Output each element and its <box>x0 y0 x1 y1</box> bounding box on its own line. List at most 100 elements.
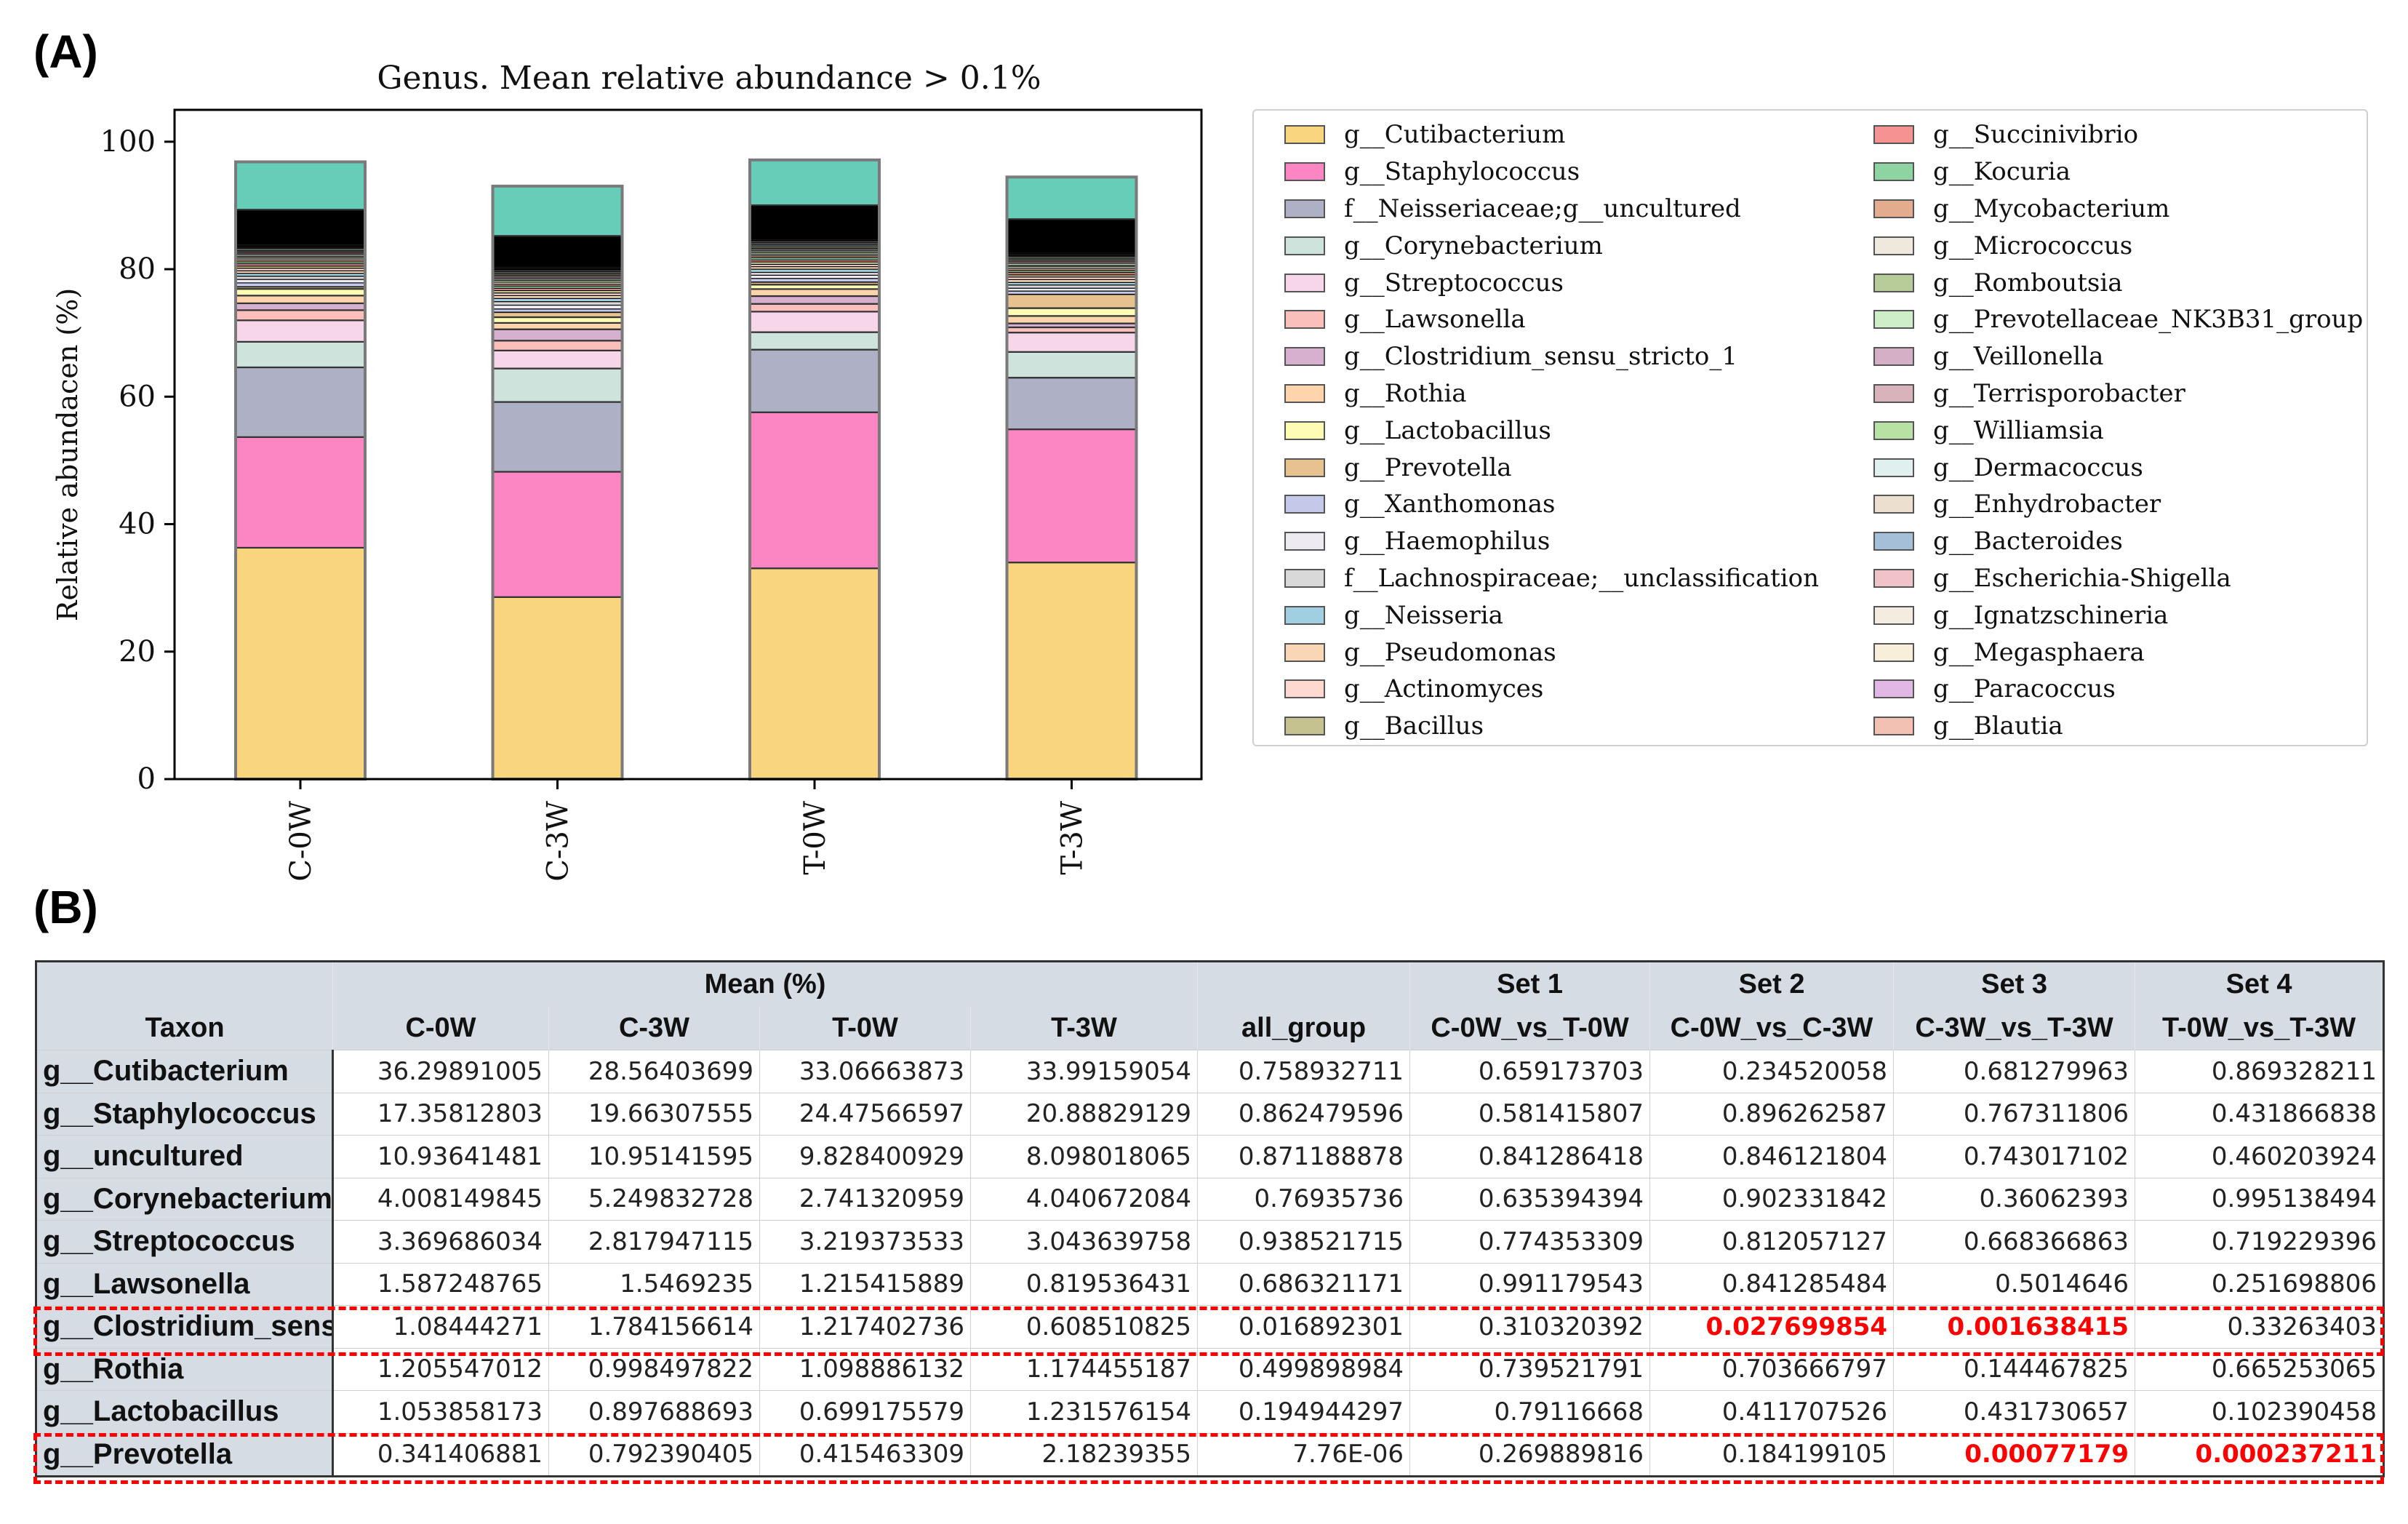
value-cell: 28.56403699 <box>548 1050 760 1093</box>
value-cell: 2.741320959 <box>759 1177 971 1221</box>
value-cell: 36.29891005 <box>332 1050 549 1093</box>
table-row: g__Streptococcus 3.369686034 2.817947115 3.… <box>36 1220 2385 1264</box>
legend-label: g__Bacteroides <box>1933 527 2123 556</box>
header-set-2: Set 2 <box>1649 961 1894 1006</box>
value-cell: 0.869328211 <box>2135 1050 2385 1093</box>
value-cell: 2.18239355 <box>969 1432 1199 1477</box>
legend-item: g__Mycobacterium <box>1873 191 2363 228</box>
legend-label: g__Megasphaera <box>1933 637 2145 667</box>
bar-segment <box>748 331 881 351</box>
header-c3w-vs-t3w: C-3W_vs_T-3W <box>1893 1006 2135 1050</box>
bar-segment <box>234 546 367 781</box>
value-cell: 9.828400929 <box>759 1135 971 1178</box>
bar-segment <box>492 185 623 237</box>
value-cell: 0.341406881 <box>332 1432 549 1477</box>
value-cell: 0.665253065 <box>2135 1347 2385 1391</box>
legend-label: g__Clostridium_sensu_stricto_1 <box>1344 342 1737 372</box>
legend-swatch <box>1284 568 1325 588</box>
x-tick-label: C-0W <box>284 801 318 882</box>
header-blank <box>36 961 333 1006</box>
taxon-cell: g__Clostridium_sensu <box>36 1305 334 1349</box>
legend-item: g__Prevotella <box>1284 449 1819 486</box>
value-cell: 0.792390405 <box>548 1432 760 1477</box>
chart-legend: g__Cutibacterium g__Staphylococcus f__Neis… <box>1252 109 2368 746</box>
header-c-0w: C-0W <box>332 1006 549 1050</box>
value-cell: 2.817947115 <box>548 1220 760 1264</box>
legend-label: g__Neisseria <box>1344 600 1503 630</box>
legend-swatch <box>1284 236 1325 255</box>
bar-segment <box>492 311 623 319</box>
legend-label: g__Williamsia <box>1933 415 2104 445</box>
legend-item: g__Bacillus <box>1284 708 1819 745</box>
y-tick-label: 60 <box>119 380 156 413</box>
value-cell: 0.415463309 <box>759 1432 971 1477</box>
legend-swatch <box>1284 310 1325 330</box>
plot-frame <box>173 108 1203 781</box>
value-cell: 7.76E-06 <box>1197 1432 1411 1477</box>
legend-swatch <box>1284 199 1325 218</box>
value-cell: 19.66307555 <box>548 1092 760 1136</box>
legend-item: g__Rothia <box>1284 375 1819 412</box>
legend-item: g__Staphylococcus <box>1284 153 1819 191</box>
bar-segment <box>1006 293 1137 309</box>
table-row: g__uncultured 10.93641481 10.95141595 9.828… <box>36 1135 2385 1178</box>
legend-label: g__Staphylococcus <box>1344 157 1580 187</box>
bar-segment <box>1006 332 1137 353</box>
value-cell: 0.819536431 <box>969 1262 1199 1306</box>
y-tick-label: 20 <box>119 635 156 669</box>
value-cell: 0.668366863 <box>1893 1220 2136 1264</box>
legend-swatch <box>1284 605 1325 625</box>
legend-label: g__Micrococcus <box>1933 231 2133 260</box>
y-tick-label: 80 <box>119 252 156 286</box>
value-cell: 0.991179543 <box>1409 1262 1651 1306</box>
legend-label: g__Paracoccus <box>1933 674 2116 704</box>
legend-item: g__Kocuria <box>1873 153 2363 191</box>
value-cell: 0.699175579 <box>759 1390 971 1434</box>
legend-item: g__Pseudomonas <box>1284 634 1819 671</box>
value-cell: 0.635394394 <box>1409 1177 1651 1221</box>
legend-swatch <box>1873 310 1914 330</box>
value-cell: 10.95141595 <box>548 1135 760 1178</box>
legend-item: g__Paracoccus <box>1873 671 2363 708</box>
table-row: g__Prevotella 0.341406881 0.792390405 0.415… <box>36 1432 2385 1477</box>
chart-title: Genus. Mean relative abundance > 0.1% <box>377 60 1041 97</box>
bar-segment <box>234 295 367 305</box>
legend-swatch <box>1873 605 1914 625</box>
header-set-1: Set 1 <box>1409 961 1650 1006</box>
bar-segment <box>492 349 623 370</box>
legend-item: g__Williamsia <box>1873 412 2363 449</box>
legend-swatch <box>1873 568 1914 588</box>
bar-segment <box>234 340 367 369</box>
legend-swatch <box>1873 236 1914 255</box>
value-cell: 0.862479596 <box>1197 1092 1411 1136</box>
value-cell: 0.871188878 <box>1197 1135 1411 1178</box>
legend-swatch <box>1873 273 1914 292</box>
legend-swatch <box>1284 679 1325 699</box>
value-cell: 1.205547012 <box>332 1347 549 1391</box>
legend-item: g__Xanthomonas <box>1284 486 1819 523</box>
bar-segment <box>749 274 880 279</box>
taxon-cell: g__Prevotella <box>36 1432 334 1477</box>
value-cell: 0.739521791 <box>1409 1347 1651 1391</box>
legend-label: g__Rothia <box>1344 378 1467 408</box>
legend-swatch <box>1873 679 1914 699</box>
value-cell: 0.846121804 <box>1649 1135 1895 1178</box>
bar-segment <box>234 319 367 343</box>
value-cell: 0.902331842 <box>1649 1177 1895 1221</box>
legend-label: g__Haemophilus <box>1344 527 1551 556</box>
legend-label: g__Dermacoccus <box>1933 452 2143 482</box>
bar-segment <box>492 328 623 342</box>
legend-item: g__Succinivibrio <box>1873 116 2363 153</box>
legend-column-left: g__Cutibacterium g__Staphylococcus f__Neis… <box>1284 116 1819 745</box>
header-set-3: Set 3 <box>1893 961 2135 1006</box>
value-cell: 0.184199105 <box>1649 1432 1895 1477</box>
value-cell: 0.938521715 <box>1197 1220 1411 1264</box>
value-cell: 0.79116668 <box>1409 1390 1651 1434</box>
value-cell: 1.784156614 <box>548 1305 760 1349</box>
bar-segment <box>492 596 623 781</box>
stacked-bar-chart: Genus. Mean relative abundance > 0.1% Re… <box>52 60 1203 882</box>
legend-swatch <box>1873 532 1914 551</box>
table-row: g__Corynebacterium 4.008149845 5.249832728… <box>36 1177 2385 1221</box>
value-cell: 8.098018065 <box>969 1135 1199 1178</box>
legend-swatch <box>1873 495 1914 514</box>
